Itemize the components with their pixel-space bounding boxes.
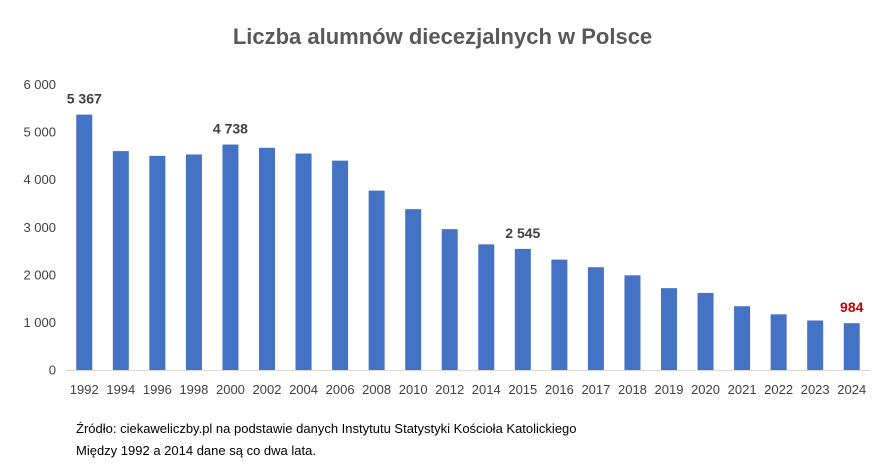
y-tick-label: 3 000	[23, 220, 56, 235]
bar	[222, 144, 239, 370]
bar	[587, 267, 604, 370]
x-tick-label: 2014	[472, 382, 501, 397]
x-tick-label: 2016	[545, 382, 574, 397]
bar	[734, 306, 751, 370]
x-tick-label: 1994	[106, 382, 135, 397]
y-tick-label: 0	[49, 363, 56, 378]
data-label: 984	[840, 299, 864, 315]
bar	[149, 155, 166, 370]
x-tick-label: 2008	[362, 382, 391, 397]
bar	[478, 244, 495, 370]
bar	[697, 292, 714, 370]
y-tick-label: 5 000	[23, 125, 56, 140]
x-tick-label: 2019	[655, 382, 684, 397]
y-tick-label: 6 000	[23, 77, 56, 92]
y-tick-label: 4 000	[23, 172, 56, 187]
x-tick-label: 2022	[764, 382, 793, 397]
x-tick-label: 2002	[253, 382, 282, 397]
x-tick-label: 2004	[289, 382, 318, 397]
bar	[624, 275, 641, 370]
y-axis: 0 1 000 2 000 3 000 4 000 5 000 6 000	[23, 77, 870, 378]
x-tick-label: 2024	[837, 382, 866, 397]
data-label: 2 545	[505, 225, 540, 241]
x-tick-label: 1998	[179, 382, 208, 397]
bar	[405, 209, 422, 370]
x-tick-label: 2017	[581, 382, 610, 397]
source-note: Źródło: ciekaweliczby.pl na podstawie da…	[76, 421, 577, 436]
x-tick-label: 2018	[618, 382, 647, 397]
x-tick-label: 2021	[728, 382, 757, 397]
bar-chart: 0 1 000 2 000 3 000 4 000 5 000 6 000 1992 1994…	[23, 77, 870, 397]
bar	[185, 154, 202, 370]
years-note: Między 1992 a 2014 dane są co dwa lata.	[76, 443, 316, 458]
y-tick-label: 1 000	[23, 315, 56, 330]
bar	[661, 288, 677, 370]
bar	[76, 114, 93, 371]
data-label: 4 738	[213, 121, 248, 137]
x-axis: 1992 1994 1996 1998 2000 2002 2004 2006 2008 2010…	[70, 382, 866, 397]
x-tick-label: 2020	[691, 382, 720, 397]
bar	[112, 151, 129, 370]
bar	[807, 320, 824, 370]
data-label: 5 367	[67, 91, 102, 107]
data-labels: 5 367 4 738 2 545 984	[67, 91, 864, 316]
x-tick-label: 2010	[399, 382, 428, 397]
x-tick-label: 2012	[435, 382, 464, 397]
bar	[259, 147, 275, 370]
bar	[332, 160, 349, 370]
bar	[770, 314, 787, 370]
bar	[295, 153, 312, 370]
x-tick-label: 2015	[508, 382, 537, 397]
x-tick-label: 2000	[216, 382, 245, 397]
x-tick-label: 2023	[801, 382, 830, 397]
x-tick-label: 1996	[143, 382, 172, 397]
bar	[514, 248, 531, 370]
bar	[551, 259, 568, 370]
x-tick-label: 1992	[70, 382, 99, 397]
bar	[441, 229, 458, 370]
bar	[368, 190, 385, 370]
x-tick-label: 2006	[326, 382, 355, 397]
y-tick-label: 2 000	[23, 267, 56, 282]
chart-title: Liczba alumnów diecezjalnych w Polsce	[232, 24, 653, 49]
bars	[76, 114, 860, 371]
bar	[843, 323, 860, 370]
